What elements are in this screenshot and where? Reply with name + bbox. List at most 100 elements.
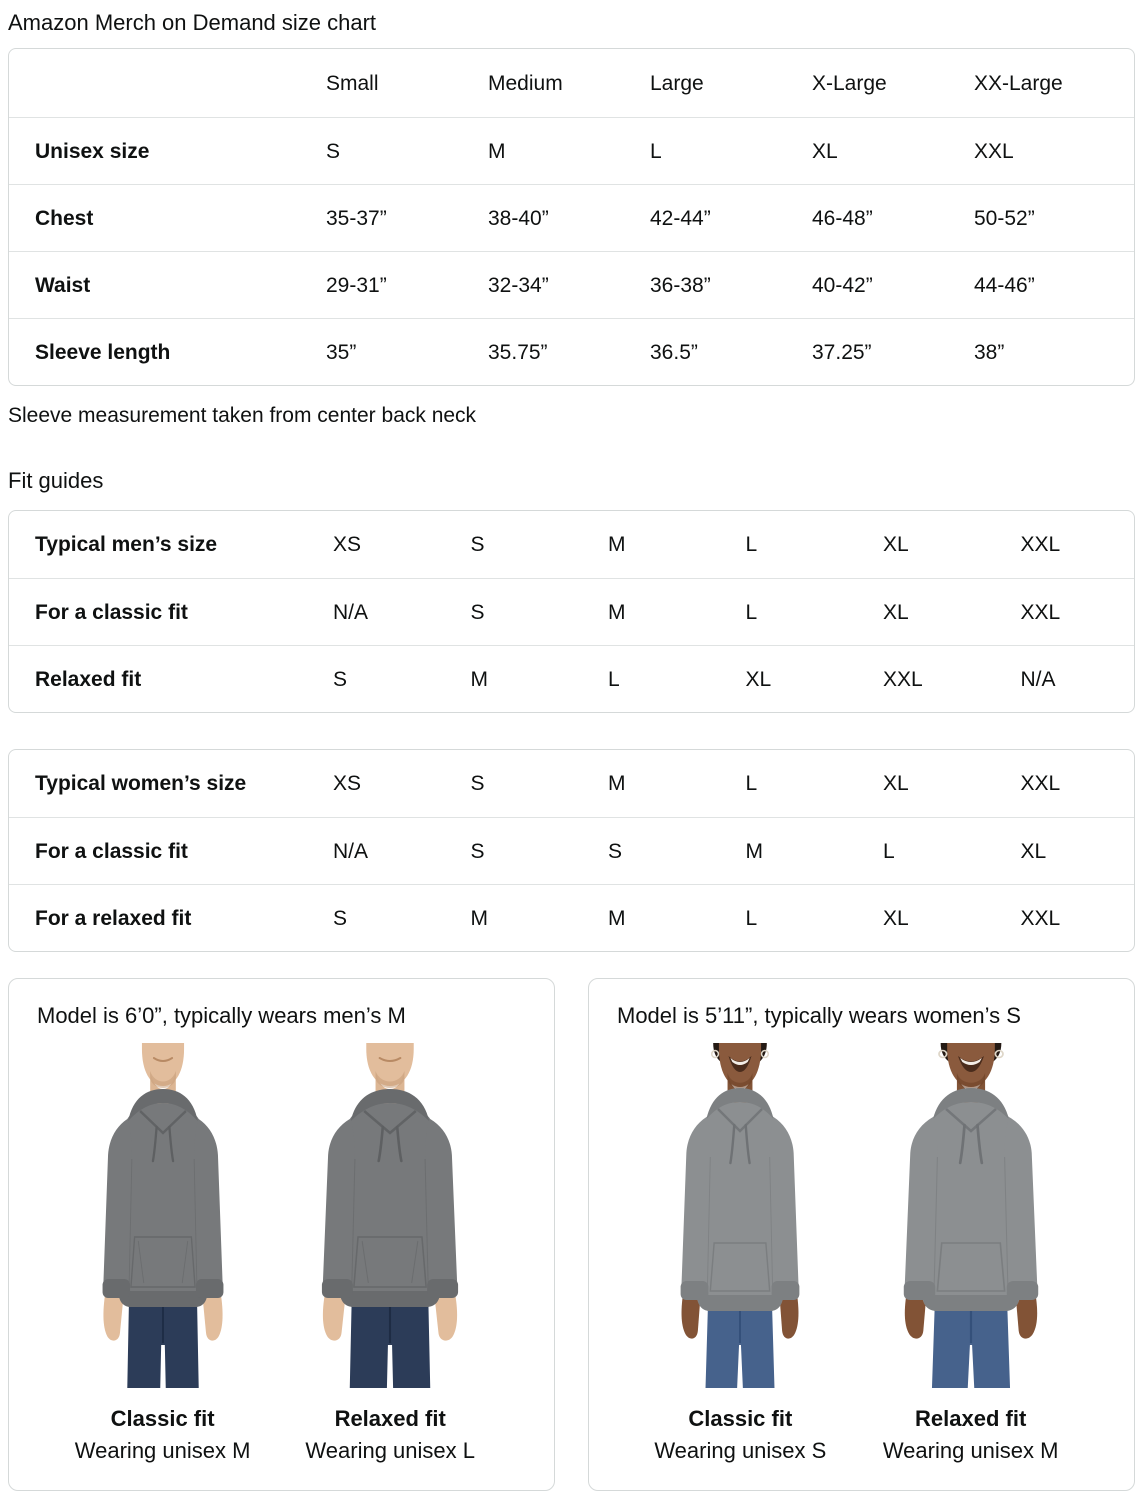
column-header-xx-large: XX-Large: [974, 71, 1063, 95]
cell: L: [745, 533, 758, 556]
column-header-blank: [9, 49, 324, 117]
mens-model-card: Model is 6’0”, typically wears men’s M C…: [8, 978, 555, 1491]
cell: M: [470, 667, 489, 691]
cell: S: [333, 667, 348, 691]
fit-label: Relaxed fit: [334, 1406, 446, 1431]
mens-fit-table: Typical men’s size XS S M L XL XXL For a…: [8, 510, 1135, 713]
cell: XXL: [883, 667, 923, 691]
cell: XL: [883, 906, 909, 930]
row-label: Sleeve length: [35, 340, 171, 364]
cell: 37.25”: [812, 340, 872, 364]
wearing-size-label: Wearing unisex M: [882, 1438, 1059, 1463]
cell: XL: [883, 533, 909, 556]
cell: L: [745, 600, 758, 624]
man-classic-fit-hoodie-photo: [76, 1043, 250, 1388]
table-row-chest: Chest 35-37” 38-40” 42-44” 46-48” 50-52”: [9, 184, 1134, 251]
table-row-typical-womens-size: Typical women’s size XS S M L XL XXL: [9, 750, 1134, 817]
cell: S: [470, 533, 485, 556]
table-row-unisex-size: Unisex size S M L XL XXL: [9, 117, 1134, 184]
womens-relaxed-figure: Relaxed fit Wearing unisex M: [868, 1043, 1074, 1464]
cell: 36.5”: [650, 340, 698, 364]
cell: XL: [883, 772, 909, 795]
cell: XL: [883, 600, 909, 624]
size-chart-page: Amazon Merch on Demand size chart Small …: [8, 10, 1135, 1491]
cell: S: [608, 839, 623, 863]
woman-classic-fit-hoodie-photo: [649, 1043, 831, 1388]
cell: XXL: [1020, 533, 1061, 556]
column-header-medium: Medium: [488, 71, 563, 95]
table-row-classic-fit: For a classic fit N/A S S M L XL: [9, 817, 1134, 884]
fit-guides-heading: Fit guides: [8, 468, 104, 493]
row-label: Typical women’s size: [35, 772, 247, 795]
cell: 35”: [326, 340, 357, 364]
row-label: For a relaxed fit: [35, 906, 192, 930]
row-label: Typical men’s size: [35, 533, 218, 556]
fit-label: Relaxed fit: [915, 1406, 1027, 1431]
table-row-typical-mens-size: Typical men’s size XS S M L XL XXL: [9, 511, 1134, 578]
row-label: For a classic fit: [35, 839, 188, 863]
table-row-sleeve-length: Sleeve length 35” 35.75” 36.5” 37.25” 38…: [9, 318, 1134, 385]
cell: 42-44”: [650, 206, 711, 230]
cell: 38-40”: [488, 206, 549, 230]
model-cards: Model is 6’0”, typically wears men’s M C…: [8, 978, 1135, 1491]
cell: XS: [333, 533, 362, 556]
man-relaxed-fit-hoodie-photo: [292, 1043, 488, 1388]
cell: N/A: [333, 600, 369, 624]
cell: M: [745, 839, 764, 863]
size-table: Small Medium Large X-Large XX-Large Unis…: [8, 48, 1135, 386]
column-header-x-large: X-Large: [812, 71, 887, 95]
cell: M: [608, 906, 626, 930]
cell: 32-34”: [488, 273, 549, 297]
cell: S: [470, 839, 485, 863]
cell: XXL: [1020, 906, 1061, 930]
cell: 50-52”: [974, 206, 1035, 230]
size-table-header-row: Small Medium Large X-Large XX-Large: [9, 49, 1134, 117]
cell: XL: [1020, 839, 1047, 863]
row-label: Unisex size: [35, 139, 150, 163]
wearing-size-label: Wearing unisex M: [74, 1438, 251, 1463]
mens-relaxed-figure: Relaxed fit Wearing unisex L: [292, 1043, 488, 1464]
cell: 38”: [974, 340, 1005, 364]
cell: L: [745, 906, 758, 930]
woman-relaxed-fit-hoodie-photo: [868, 1043, 1074, 1388]
cell: XS: [333, 772, 362, 795]
cell: 46-48”: [812, 206, 873, 230]
cell: XXL: [1020, 600, 1061, 624]
mens-classic-figure: Classic fit Wearing unisex M: [74, 1043, 251, 1464]
row-label: Waist: [35, 273, 91, 297]
mens-model-card-title: Model is 6’0”, typically wears men’s M: [37, 1003, 406, 1028]
wearing-size-label: Wearing unisex L: [305, 1438, 475, 1463]
cell: L: [883, 839, 895, 863]
cell: 29-31”: [326, 273, 387, 297]
cell: XL: [812, 139, 838, 163]
cell: M: [470, 906, 489, 930]
column-header-large: Large: [650, 71, 704, 95]
womens-model-card-title: Model is 5’11”, typically wears women’s …: [617, 1003, 1021, 1028]
cell: S: [470, 600, 485, 624]
table-row-relaxed-fit: Relaxed fit S M L XL XXL N/A: [9, 645, 1134, 712]
row-label: Chest: [35, 206, 94, 230]
cell: M: [608, 533, 626, 556]
cell: 36-38”: [650, 273, 711, 297]
cell: 35-37”: [326, 206, 387, 230]
row-label: Relaxed fit: [35, 667, 142, 691]
womens-fit-table: Typical women’s size XS S M L XL XXL For…: [8, 749, 1135, 952]
cell: XL: [745, 667, 772, 691]
cell: N/A: [333, 839, 369, 863]
cell: S: [470, 772, 485, 795]
table-row-waist: Waist 29-31” 32-34” 36-38” 40-42” 44-46”: [9, 251, 1134, 318]
cell: M: [488, 139, 506, 163]
cell: M: [608, 600, 626, 624]
row-label: For a classic fit: [35, 600, 188, 624]
cell: M: [608, 772, 626, 795]
cell: 40-42”: [812, 273, 873, 297]
table-row-classic-fit: For a classic fit N/A S M L XL XXL: [9, 578, 1134, 645]
womens-classic-figure: Classic fit Wearing unisex S: [649, 1043, 831, 1464]
cell: 44-46”: [974, 273, 1035, 297]
table-row-relaxed-fit: For a relaxed fit S M M L XL XXL: [9, 884, 1134, 951]
cell: L: [650, 139, 662, 163]
column-header-small: Small: [326, 71, 379, 95]
cell: XXL: [974, 139, 1014, 163]
cell: XXL: [1020, 772, 1061, 795]
cell: L: [745, 772, 758, 795]
